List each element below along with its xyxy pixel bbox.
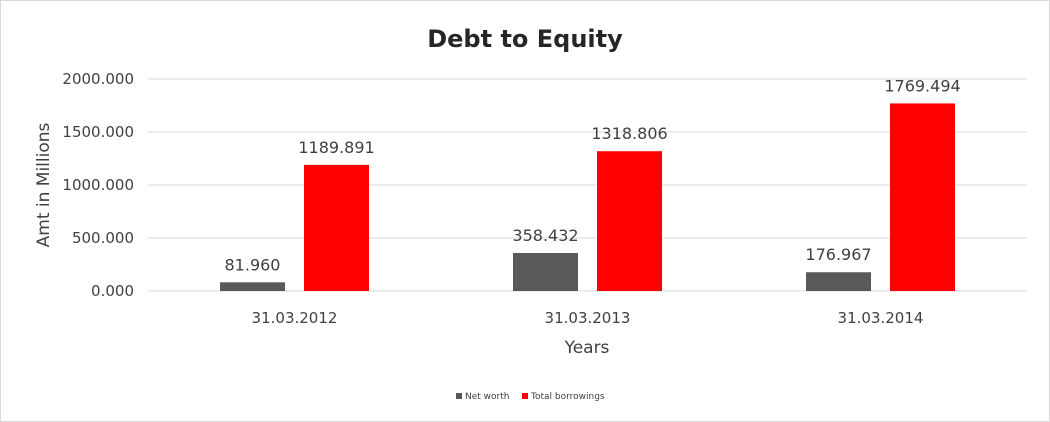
bars (220, 103, 955, 291)
x-tick-label: 31.03.2012 (252, 309, 338, 327)
x-axis-ticks: 31.03.2012 31.03.2013 31.03.2014 (252, 309, 924, 327)
bar-total-borrowings (597, 151, 662, 291)
data-labels: 81.960 1189.891 358.432 1318.806 176.967 1769… (225, 76, 961, 274)
data-label: 1318.806 (591, 124, 667, 143)
x-tick-label: 31.03.2014 (838, 309, 924, 327)
legend-swatch (456, 393, 462, 399)
y-tick-label: 1500.000 (62, 123, 134, 141)
bar-total-borrowings (304, 164, 369, 291)
y-tick-label: 500.000 (72, 229, 134, 247)
legend-label: Total borrowings (530, 392, 605, 402)
legend-swatch (522, 393, 528, 399)
data-label: 81.960 (225, 255, 281, 274)
x-axis-title: Years (564, 338, 610, 358)
y-tick-label: 0.000 (91, 282, 134, 300)
legend-label: Net worth (465, 392, 509, 402)
y-axis-title: Amt in Millions (34, 122, 54, 247)
data-label: 358.432 (512, 226, 578, 245)
legend: Net worth Total borrowings (456, 392, 605, 402)
x-tick-label: 31.03.2013 (545, 309, 631, 327)
bar-net-worth (513, 253, 578, 291)
y-tick-label: 2000.000 (62, 70, 134, 88)
y-tick-label: 1000.000 (62, 176, 134, 194)
bar-net-worth (220, 282, 285, 291)
bar-total-borrowings (890, 103, 955, 291)
gridlines (148, 78, 1027, 292)
data-label: 176.967 (805, 245, 871, 264)
data-label: 1189.891 (298, 138, 374, 157)
data-label: 1769.494 (884, 76, 960, 95)
chart-title: Debt to Equity (427, 25, 623, 53)
y-axis-ticks: 0.000 500.000 1000.000 1500.000 2000.000 (62, 70, 134, 300)
bar-net-worth (806, 272, 871, 291)
